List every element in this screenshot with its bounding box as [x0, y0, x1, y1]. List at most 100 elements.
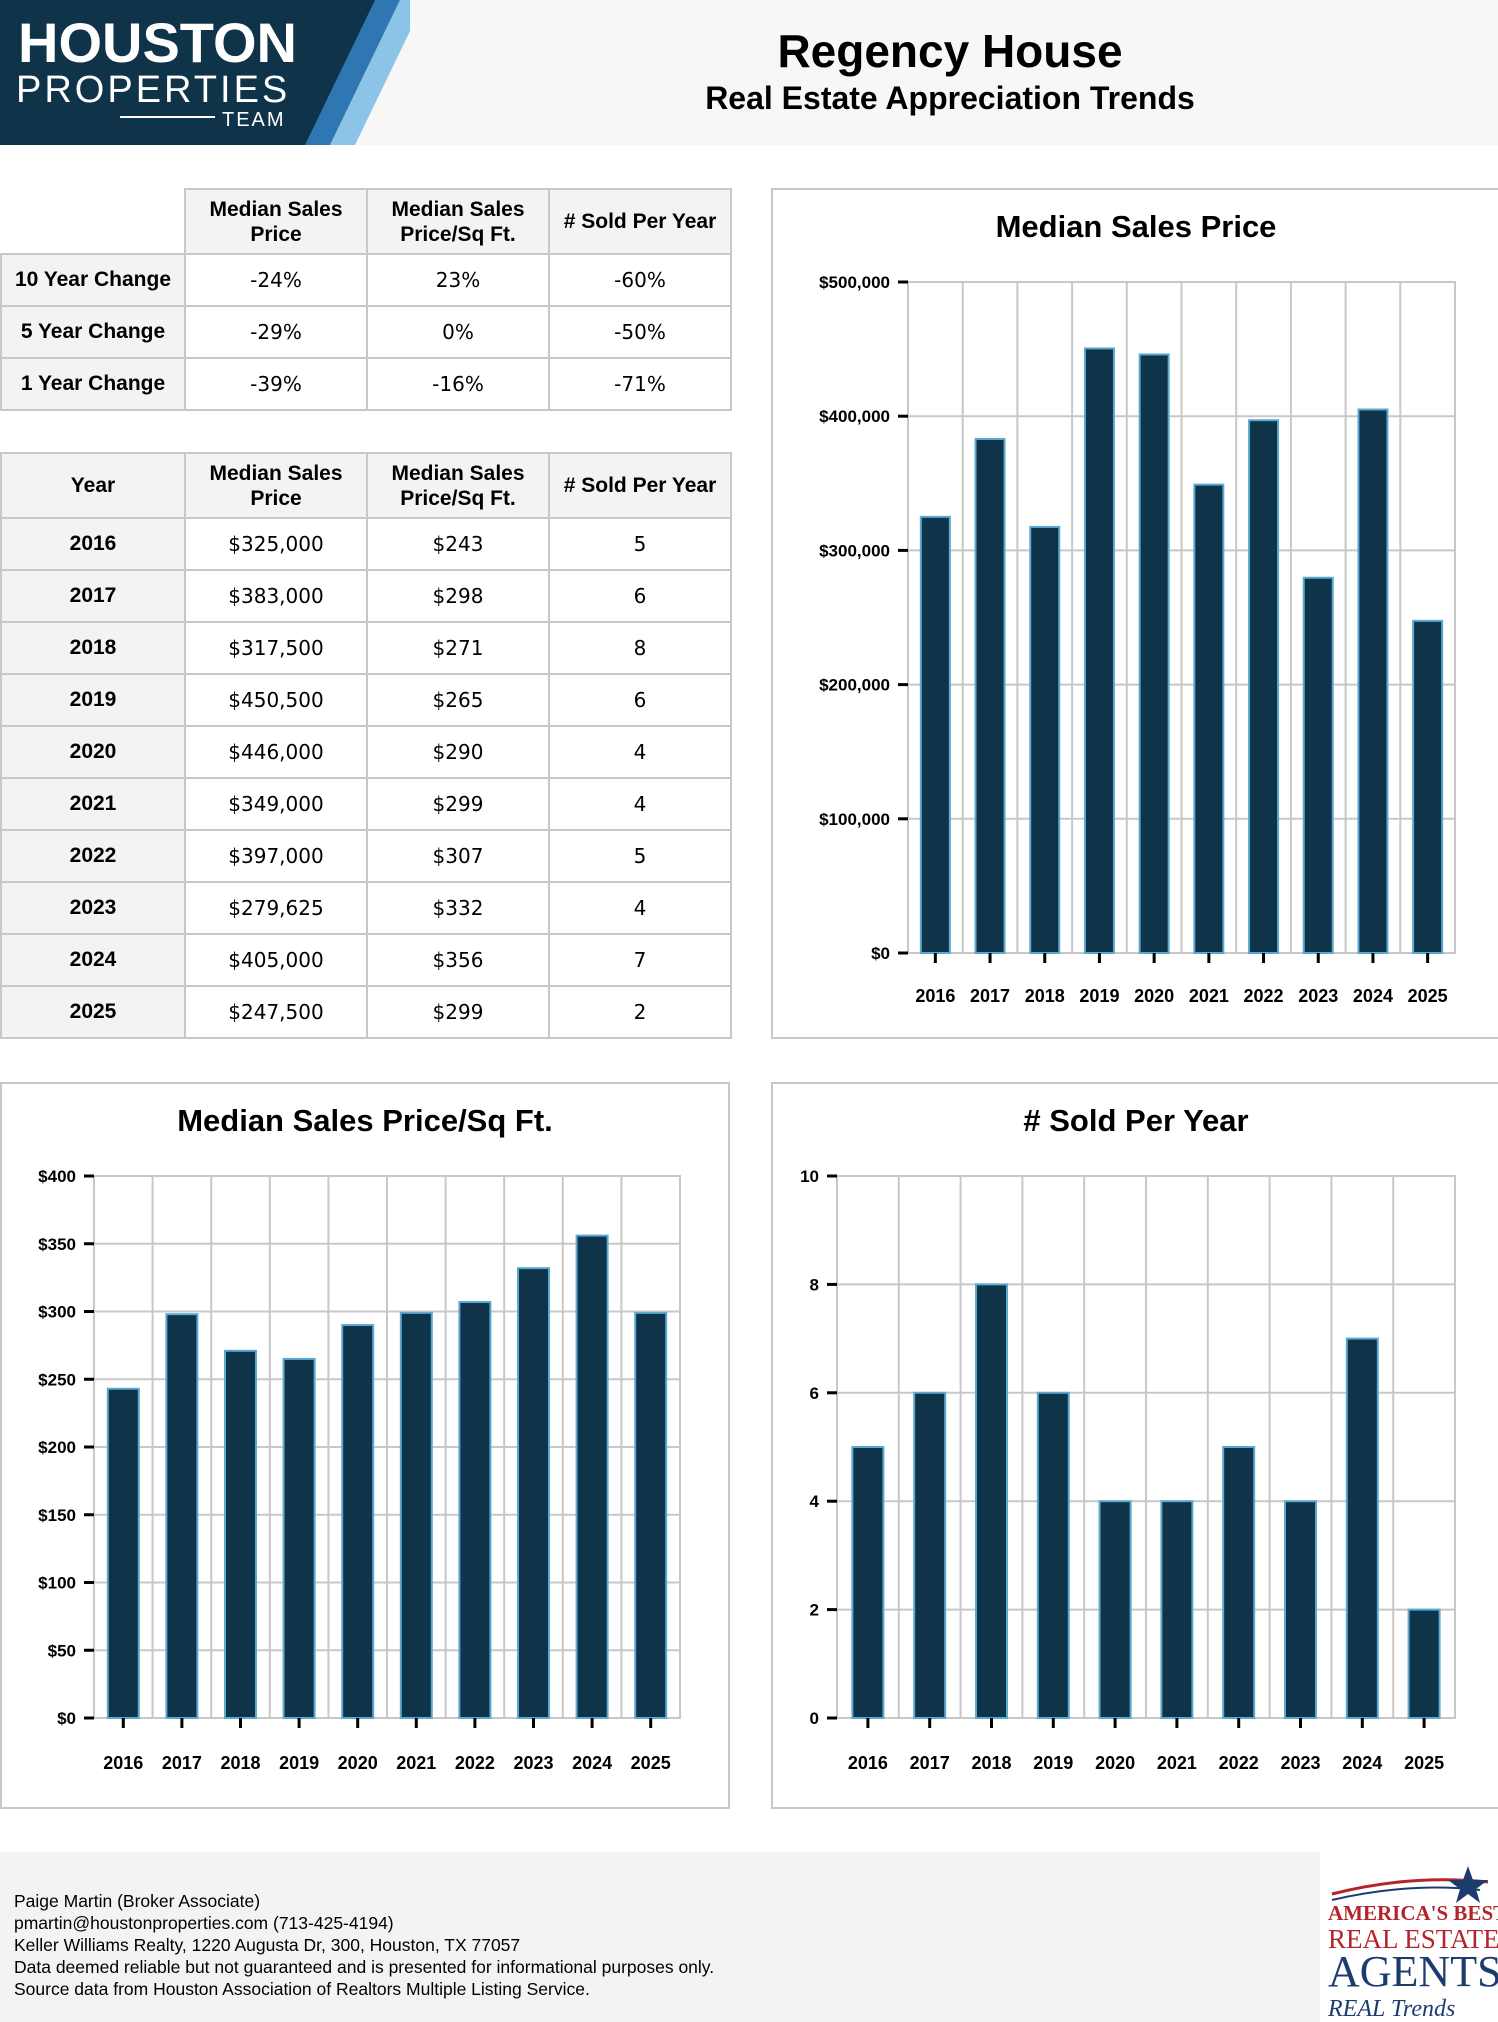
x-tick-label: 2022 — [455, 1753, 495, 1773]
bar-2025 — [634, 1311, 668, 1719]
disclaimer: Data deemed reliable but not guaranteed … — [14, 1957, 715, 1977]
bar-2016 — [851, 1446, 885, 1719]
x-tick-label: 2017 — [162, 1753, 202, 1773]
page-title: Regency House — [777, 25, 1123, 77]
table-cell: -24% — [184, 253, 368, 307]
sold-chart-svg: # Sold Per Year 0 2 4 6 8 10 2016 2017 2018 2019 20… — [800, 1103, 1456, 1773]
row-year: 2025 — [0, 985, 186, 1039]
table-cell: $243 — [366, 517, 550, 571]
table-row: 2017 $383,000 $298 6 — [0, 569, 732, 623]
y-tick-label: $100,000 — [819, 810, 890, 829]
table-row: 2019 $450,500 $265 6 — [0, 673, 732, 727]
table-cell: -50% — [548, 305, 732, 359]
table-cell: $446,000 — [184, 725, 368, 779]
y-tick-label: 6 — [810, 1384, 819, 1403]
y-tick-label: $250 — [38, 1370, 76, 1389]
chart-title: Median Sales Price/Sq Ft. — [177, 1103, 553, 1138]
x-tick-label: 2020 — [1134, 986, 1174, 1006]
table-row: 2022 $397,000 $307 5 — [0, 829, 732, 883]
badge-text-2: REAL ESTATE — [1328, 1924, 1498, 1954]
y-tick-label: $300 — [38, 1303, 76, 1322]
table-cell: -39% — [184, 357, 368, 411]
table-row: 2023 $279,625 $332 4 — [0, 881, 732, 935]
data-source: Source data from Houston Association of … — [14, 1979, 590, 1999]
bar-2021 — [1193, 483, 1225, 954]
table-row: 2020 $446,000 $290 4 — [0, 725, 732, 779]
table-row: 5 Year Change -29% 0% -50% — [0, 305, 732, 359]
table-cell: 0% — [366, 305, 550, 359]
price-chart-svg: Median Sales Price $0 $100,000 $200,000 $300… — [819, 209, 1456, 1006]
row-year: 2021 — [0, 777, 186, 831]
row-label: 5 Year Change — [0, 305, 186, 359]
y-tick-label: 2 — [810, 1601, 819, 1620]
x-tick-label: 2017 — [970, 986, 1010, 1006]
table-cell: $298 — [366, 569, 550, 623]
y-tick-label: $200,000 — [819, 676, 890, 695]
chart-title: Median Sales Price — [996, 209, 1277, 244]
y-tick-label: 4 — [810, 1492, 820, 1511]
y-tick-label: $400,000 — [819, 407, 890, 426]
bar-2022 — [1248, 419, 1280, 954]
logo-text-houston: HOUSTON — [18, 11, 297, 74]
table-cell: $279,625 — [184, 881, 368, 935]
bar-2025 — [1412, 619, 1444, 954]
bar-2023 — [517, 1267, 550, 1719]
table-row: 2018 $317,500 $271 8 — [0, 621, 732, 675]
bar-2023 — [1284, 1500, 1317, 1720]
table-cell: -16% — [366, 357, 550, 411]
bar-2020 — [341, 1324, 375, 1720]
row-year: 2019 — [0, 673, 186, 727]
column-header: # Sold Per Year — [548, 188, 732, 255]
y-tick-label: $500,000 — [819, 273, 890, 292]
row-year: 2018 — [0, 621, 186, 675]
bar-2017 — [913, 1391, 947, 1719]
row-label: 10 Year Change — [0, 253, 186, 307]
bar-2025 — [1407, 1608, 1441, 1719]
x-tick-label: 2021 — [1189, 986, 1229, 1006]
table-cell: $383,000 — [184, 569, 368, 623]
x-tick-label: 2019 — [1033, 1753, 1073, 1773]
bar-2018 — [224, 1349, 257, 1719]
bar-2021 — [399, 1311, 433, 1719]
badge-text-3: AGENTS — [1328, 1947, 1498, 1996]
agent-contact-info: Paige Martin (Broker Associate) pmartin@… — [14, 1890, 714, 2000]
logo-text-team: TEAM — [222, 109, 286, 131]
bar-2023 — [1302, 576, 1334, 954]
x-tick-label: 2024 — [1353, 986, 1393, 1006]
bar-2022 — [458, 1301, 492, 1719]
table-row: 2025 $247,500 $299 2 — [0, 985, 732, 1039]
houston-properties-logo: HOUSTON PROPERTIES TEAM — [0, 0, 410, 145]
table-cell: 4 — [548, 725, 732, 779]
column-header: # Sold Per Year — [548, 452, 732, 519]
table-cell: $271 — [366, 621, 550, 675]
table-cell: $247,500 — [184, 985, 368, 1039]
y-tick-label: $0 — [871, 944, 890, 963]
x-tick-label: 2016 — [103, 1753, 143, 1773]
bar-2019 — [1036, 1391, 1070, 1719]
table-cell: 5 — [548, 517, 732, 571]
table-cell: $349,000 — [184, 777, 368, 831]
change-summary-table: Median Sales Price Median Sales Price/Sq… — [0, 188, 732, 411]
row-year: 2017 — [0, 569, 186, 623]
table-cell: $332 — [366, 881, 550, 935]
y-tick-label: 0 — [810, 1709, 819, 1728]
y-tick-label: 8 — [810, 1275, 819, 1294]
row-year: 2016 — [0, 517, 186, 571]
table-cell: $325,000 — [184, 517, 368, 571]
bar-2024 — [1345, 1337, 1379, 1719]
agent-email-phone: pmartin@houstonproperties.com (713-425-4… — [14, 1913, 394, 1933]
y-tick-label: $350 — [38, 1235, 76, 1254]
row-year: 2023 — [0, 881, 186, 935]
bar-2021 — [1160, 1500, 1194, 1720]
x-tick-label: 2023 — [513, 1753, 553, 1773]
bar-2020 — [1138, 353, 1170, 954]
row-label: 1 Year Change — [0, 357, 186, 411]
yearly-data-table: Year Median Sales Price Median Sales Pri… — [0, 452, 732, 1039]
bar-2016 — [919, 515, 951, 954]
bar-2019 — [1083, 347, 1115, 954]
table-cell: $397,000 — [184, 829, 368, 883]
x-tick-label: 2021 — [1157, 1753, 1197, 1773]
row-year: 2024 — [0, 933, 186, 987]
table-cell: -60% — [548, 253, 732, 307]
star-icon — [1448, 1866, 1488, 1903]
